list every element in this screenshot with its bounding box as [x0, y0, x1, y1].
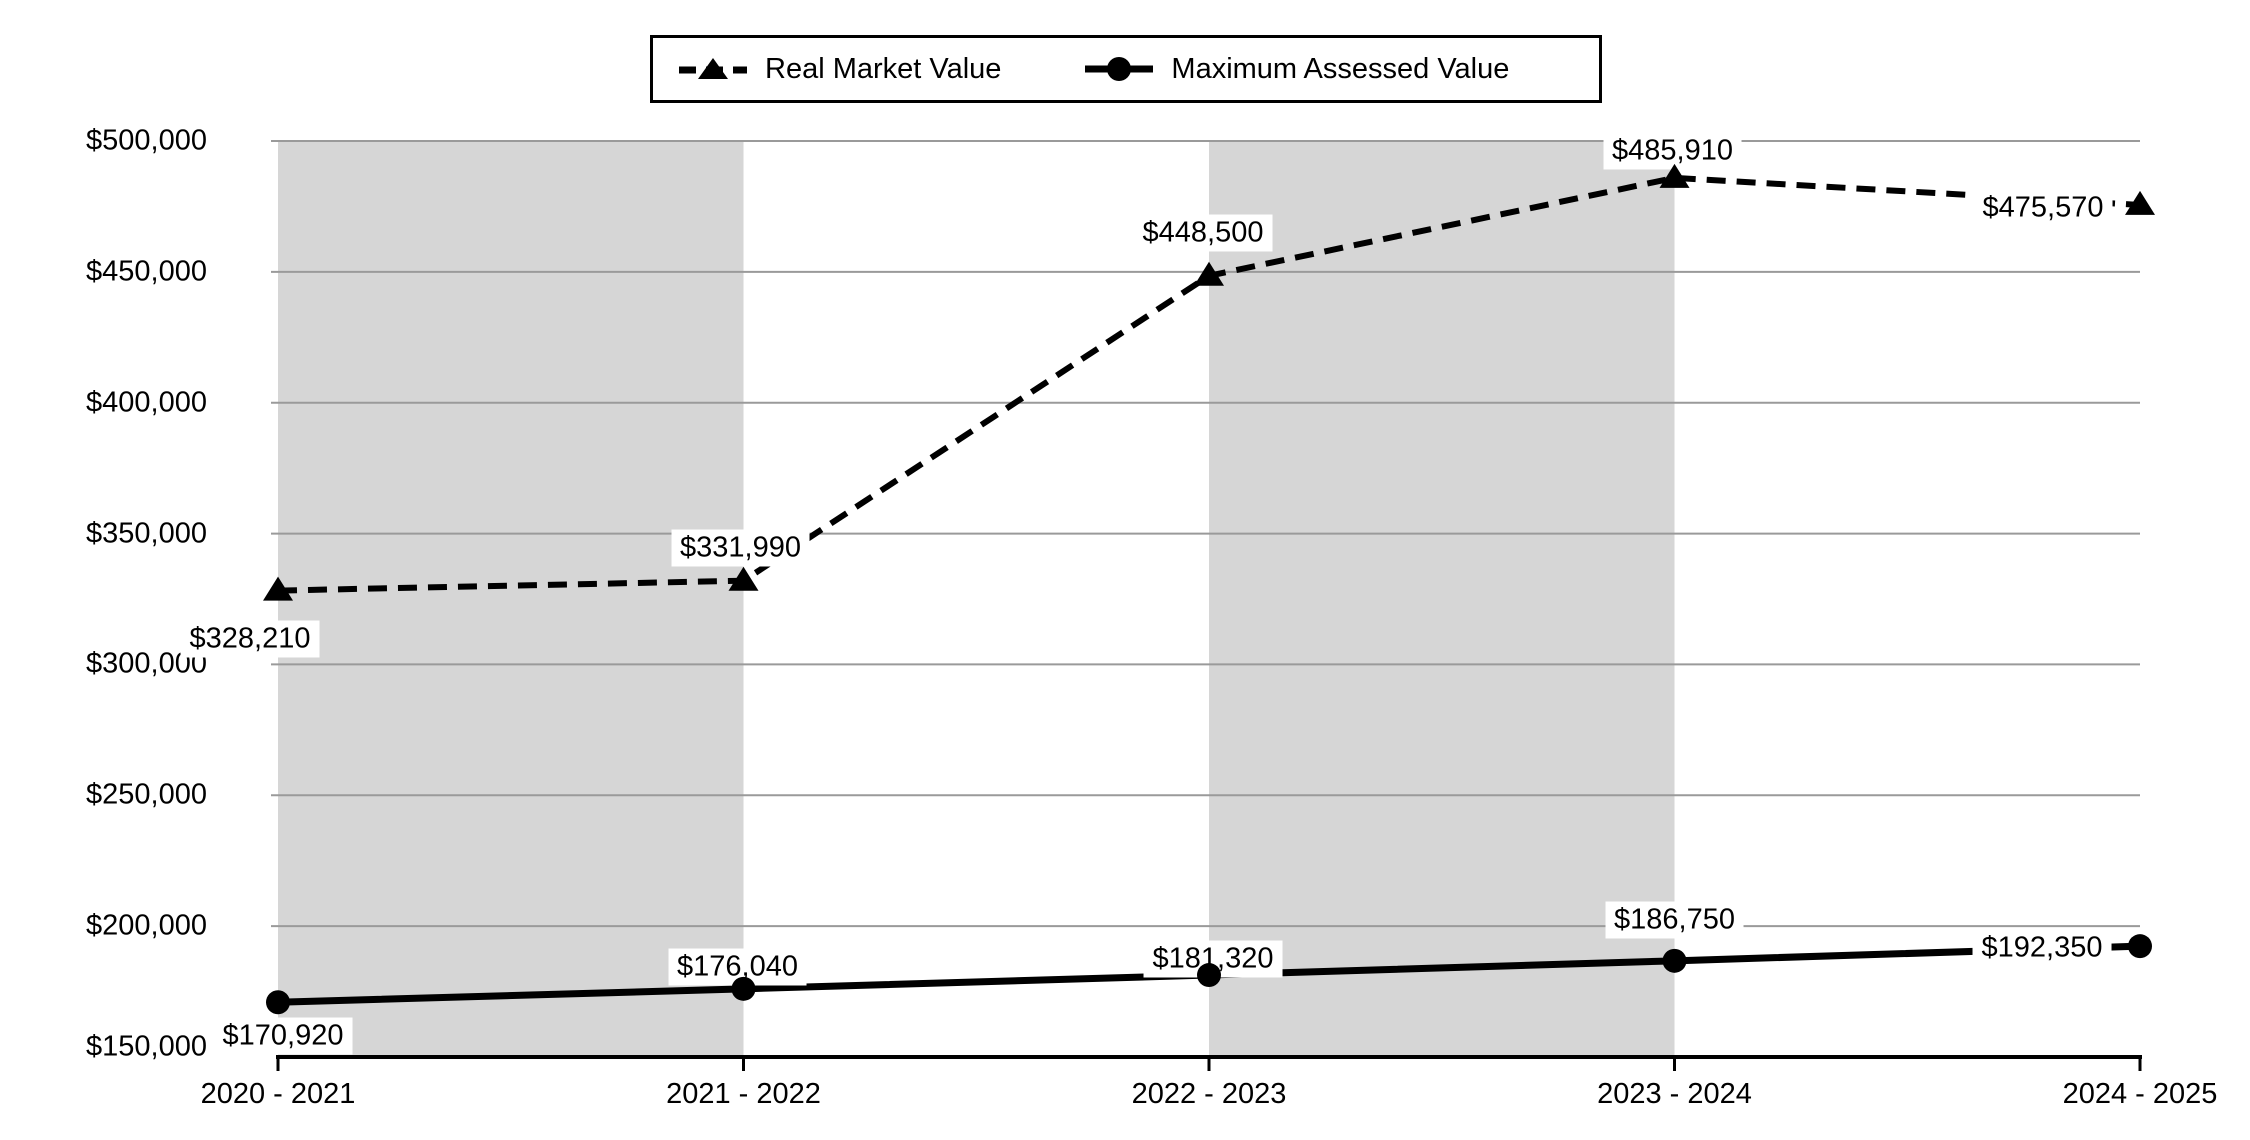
legend: Real Market Value Maximum Assessed Value — [650, 35, 1602, 103]
triangle-marker — [263, 576, 293, 601]
data-label: $328,210 — [180, 620, 320, 658]
data-label: $192,350 — [1972, 929, 2112, 967]
circle-marker — [731, 976, 756, 1001]
data-label: $181,320 — [1143, 940, 1283, 978]
legend-item-real-market-value: Real Market Value — [677, 53, 1001, 86]
y-tick-label: $400,000 — [86, 386, 207, 419]
x-tick-label: 2023 - 2024 — [1597, 1078, 1752, 1110]
x-tick-label: 2020 - 2021 — [200, 1078, 356, 1110]
x-tick-label: 2022 - 2023 — [1131, 1078, 1287, 1110]
circle-marker — [1197, 963, 1221, 988]
triangle-marker — [728, 566, 759, 591]
solid-line-circle-marker-icon — [1085, 57, 1154, 81]
legend-item-maximum-assessed-value: Maximum Assessed Value — [1083, 53, 1509, 86]
y-tick-label: $450,000 — [86, 255, 207, 288]
data-label: $186,750 — [1605, 901, 1744, 939]
y-tick-label: $500,000 — [86, 124, 207, 157]
shaded-band — [278, 141, 744, 1057]
triangle-marker — [1659, 163, 1690, 188]
circle-marker — [266, 990, 290, 1015]
data-label: $475,570 — [1973, 189, 2113, 227]
data-label: $331,990 — [671, 529, 810, 567]
y-tick-label: $350,000 — [86, 517, 207, 550]
triangle-marker — [1194, 261, 1224, 286]
data-label: $170,920 — [213, 1017, 353, 1055]
circle-marker — [1662, 948, 1687, 973]
circle-marker — [2128, 934, 2152, 959]
x-tick-label: 2021 - 2022 — [666, 1078, 821, 1110]
dashed-line-triangle-marker-icon — [679, 58, 747, 79]
y-tick-label: $150,000 — [86, 1030, 207, 1063]
y-tick-label: $200,000 — [86, 909, 207, 942]
legend-label: Maximum Assessed Value — [1171, 52, 1510, 85]
triangle-marker — [2125, 190, 2155, 215]
y-tick-label: $250,000 — [86, 778, 207, 811]
data-label: $448,500 — [1133, 214, 1273, 252]
legend-label: Real Market Value — [765, 52, 1002, 85]
data-label: $485,910 — [1603, 132, 1742, 170]
x-tick-label: 2024 - 2025 — [2062, 1078, 2218, 1110]
shaded-band — [1209, 141, 1675, 1057]
